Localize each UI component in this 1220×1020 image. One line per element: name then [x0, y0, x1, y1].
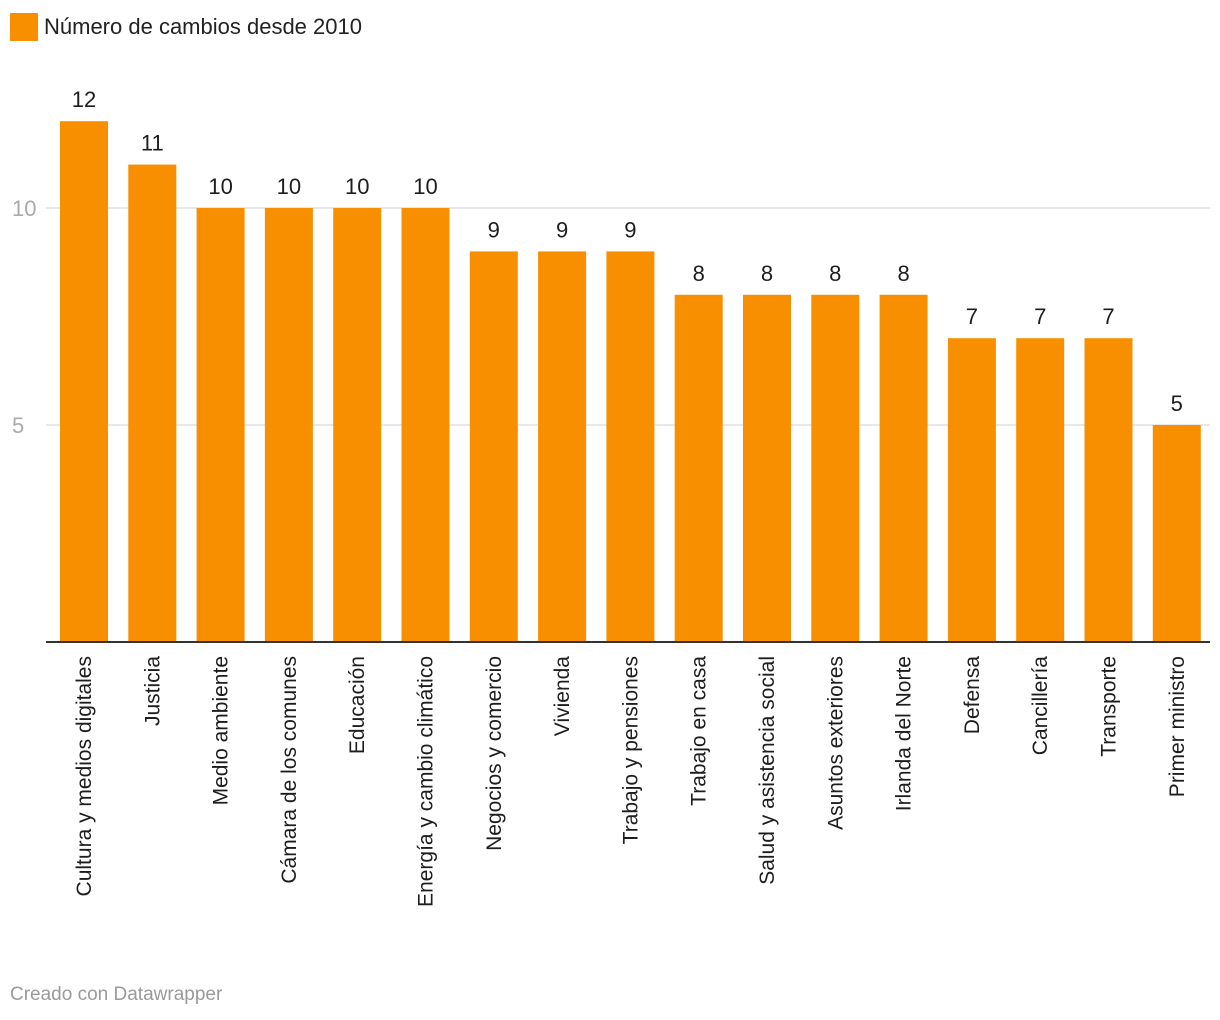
bar-6	[401, 208, 450, 642]
footer-credit: Creado con Datawrapper	[10, 984, 223, 1005]
y-tick-label-10: 10	[12, 196, 36, 221]
bar-4	[264, 208, 313, 642]
category-label-10: Trabajo en casa	[688, 656, 711, 806]
category-label-12: Asuntos exteriores	[824, 656, 847, 830]
category-label-9: Trabajo y pensiones	[619, 656, 642, 844]
value-label-7: 9	[488, 217, 500, 242]
bar-7	[469, 251, 518, 642]
y-tick-label-5: 5	[12, 413, 24, 438]
value-label-10: 8	[693, 261, 705, 286]
value-label-3: 10	[208, 174, 232, 199]
bar-5	[333, 208, 382, 642]
bar-11	[743, 294, 791, 642]
category-label-11: Salud y asistencia social	[756, 656, 779, 885]
category-label-8: Vivienda	[551, 656, 574, 736]
bar-3	[196, 208, 245, 642]
category-label-5: Educación	[346, 656, 369, 754]
category-label-14: Defensa	[961, 656, 984, 735]
legend-swatch	[10, 13, 38, 41]
value-label-1: 12	[72, 87, 96, 112]
category-label-17: Primer ministro	[1166, 656, 1189, 797]
value-label-5: 10	[345, 174, 369, 199]
bar-16	[1084, 338, 1133, 642]
legend-label: Número de cambios desde 2010	[44, 14, 362, 39]
value-label-14: 7	[966, 304, 978, 329]
bar-14	[947, 338, 996, 642]
category-label-6: Energía y cambio climático	[415, 656, 438, 907]
category-label-1: Cultura y medios digitales	[73, 656, 96, 896]
value-label-2: 11	[141, 131, 164, 156]
bar-17	[1152, 425, 1201, 642]
bar-1	[60, 121, 108, 642]
bar-10	[674, 294, 723, 642]
bar-2	[128, 164, 177, 642]
value-label-12: 8	[829, 261, 841, 286]
category-label-16: Transporte	[1098, 656, 1121, 757]
value-label-13: 8	[897, 261, 909, 286]
category-label-3: Medio ambiente	[210, 656, 233, 805]
category-label-4: Cámara de los comunes	[278, 656, 301, 884]
bar-8	[538, 251, 587, 642]
value-label-15: 7	[1034, 304, 1046, 329]
bar-13	[879, 294, 928, 642]
category-label-7: Negocios y comercio	[483, 656, 506, 851]
value-label-8: 9	[556, 217, 568, 242]
legend: Número de cambios desde 2010	[10, 12, 362, 42]
category-label-15: Cancillería	[1029, 656, 1052, 756]
value-label-6: 10	[413, 174, 437, 199]
value-label-17: 5	[1171, 391, 1183, 416]
value-label-16: 7	[1102, 304, 1114, 329]
bar-9	[606, 251, 655, 642]
bar-12	[811, 294, 860, 642]
value-label-9: 9	[624, 217, 636, 242]
category-label-13: Irlanda del Norte	[893, 656, 916, 811]
bar-15	[1016, 338, 1065, 642]
value-label-4: 10	[277, 174, 301, 199]
category-label-2: Justicia	[141, 656, 164, 726]
value-label-11: 8	[761, 261, 773, 286]
